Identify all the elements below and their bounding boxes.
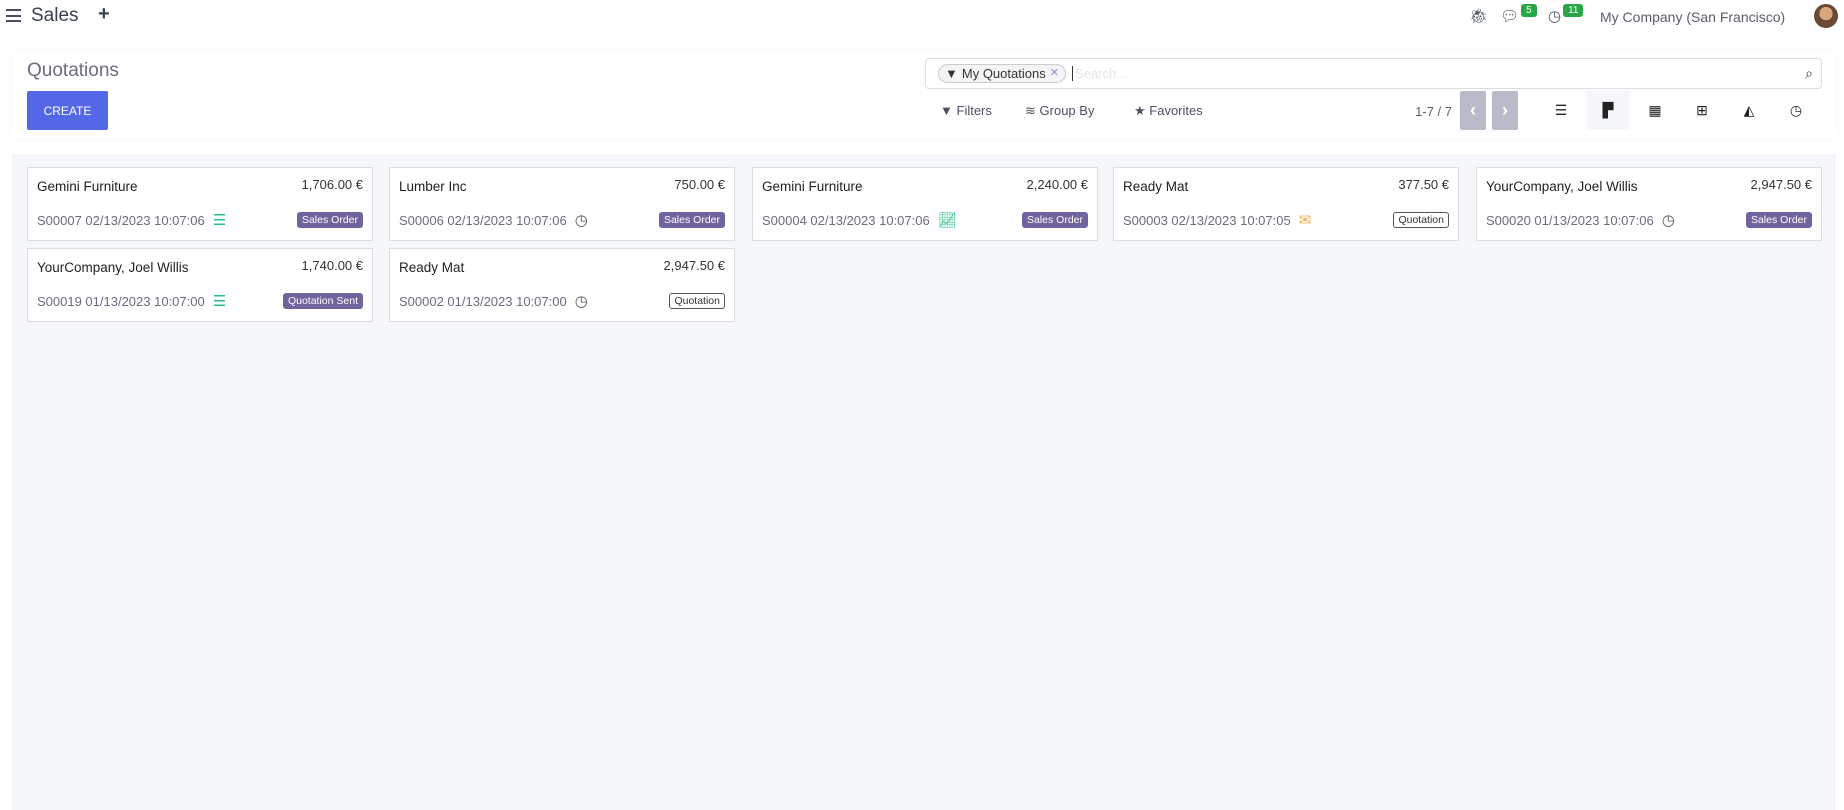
card-header: YourCompany, Joel Willis 2,947.50 € [1486, 177, 1812, 194]
order-reference: S00007 02/13/2023 10:07:06 [37, 212, 205, 228]
kanban-card[interactable]: YourCompany, Joel Willis 2,947.50 € S000… [1476, 167, 1822, 241]
order-reference: S00003 02/13/2023 10:07:05 [1123, 212, 1291, 228]
card-header: Gemini Furniture 1,706.00 € [37, 177, 363, 194]
amount: 2,240.00 € [1026, 177, 1088, 192]
status-badge: Sales Order [1745, 212, 1812, 228]
customer-name: Gemini Furniture [37, 179, 138, 194]
clock-icon[interactable]: ◷ [1661, 212, 1675, 229]
envelope-icon[interactable]: ✉ [1298, 212, 1312, 229]
avatar[interactable] [1814, 4, 1838, 28]
status-badge: Quotation [1393, 212, 1449, 228]
filter-icon: ▼ [940, 103, 953, 118]
order-reference: S00002 01/13/2023 10:07:00 [399, 293, 567, 309]
card-footer: S00007 02/13/2023 10:07:06 ☰ Sales Order [37, 211, 363, 229]
search-icon[interactable]: ⌕ [1805, 65, 1813, 81]
activity-view-icon[interactable]: ◷ [1789, 102, 1803, 118]
pivot-view-icon[interactable]: ⊞ [1696, 102, 1708, 118]
pager-previous-button[interactable]: ‹ [1460, 91, 1486, 130]
customer-name: YourCompany, Joel Willis [37, 260, 189, 275]
status-badge: Quotation [669, 293, 725, 309]
messages-button[interactable]: 💬︎ 5 [1500, 4, 1537, 25]
favorites-label: Favorites [1149, 103, 1203, 118]
order-reference: S00019 01/13/2023 10:07:00 [37, 293, 205, 309]
card-footer: S00006 02/13/2023 10:07:06 ◷ Sales Order [399, 211, 725, 229]
filter-icon: ▼ [945, 66, 958, 81]
kanban-card[interactable]: Lumber Inc 750.00 € S00006 02/13/2023 10… [389, 167, 735, 241]
activities-count: 11 [1563, 4, 1584, 17]
card-footer: S00002 01/13/2023 10:07:00 ◷ Quotation [399, 292, 725, 310]
activities-button[interactable]: ◷ 11 [1548, 4, 1584, 25]
amount: 1,706.00 € [301, 177, 363, 192]
plus-icon[interactable]: + [98, 3, 110, 25]
card-header: Ready Mat 377.50 € [1123, 177, 1449, 194]
status-badge: Quotation Sent [282, 293, 363, 309]
card-header: Lumber Inc 750.00 € [399, 177, 725, 194]
amount: 2,947.50 € [1750, 177, 1812, 192]
card-header: Gemini Furniture 2,240.00 € [762, 177, 1088, 194]
kanban-card[interactable]: Ready Mat 2,947.50 € S00002 01/13/2023 1… [389, 248, 735, 322]
search-facet: ▼ My Quotations ✕ [938, 64, 1066, 83]
create-button[interactable]: CREATE [27, 91, 108, 130]
customer-name: Lumber Inc [399, 179, 467, 194]
customer-name: Ready Mat [399, 260, 465, 275]
company-switcher[interactable]: My Company (San Francisco) [1600, 9, 1786, 25]
kanban-card[interactable]: Ready Mat 377.50 € S00003 02/13/2023 10:… [1113, 167, 1459, 241]
status-badge: Sales Order [1021, 212, 1088, 228]
amount: 1,740.00 € [301, 258, 363, 273]
order-reference: S00020 01/13/2023 10:07:06 [1486, 212, 1654, 228]
card-header: YourCompany, Joel Willis 1,740.00 € [37, 258, 363, 275]
list-icon[interactable]: ☰ [212, 212, 227, 229]
facet-label: My Quotations [961, 66, 1046, 81]
amount: 377.50 € [1398, 177, 1449, 192]
kanban-card[interactable]: Gemini Furniture 2,240.00 € S00004 02/13… [752, 167, 1098, 241]
customer-name: Gemini Furniture [762, 179, 863, 194]
order-reference: S00006 02/13/2023 10:07:06 [399, 212, 567, 228]
graph-view-icon[interactable]: ◭ [1743, 102, 1755, 118]
clock-icon[interactable]: ◷ [574, 212, 588, 229]
star-icon: ★ [1134, 103, 1146, 118]
amount: 2,947.50 € [663, 258, 725, 273]
list-view-icon[interactable]: ☰ [1554, 102, 1568, 118]
chart-line-icon[interactable]: 📈︎ [937, 212, 957, 229]
layers-icon: ≋ [1025, 103, 1036, 118]
favorites-button[interactable]: ★ Favorites [1134, 103, 1203, 119]
app-title[interactable]: Sales [31, 5, 79, 26]
messages-icon: 💬︎ [1500, 8, 1520, 25]
order-reference: S00004 02/13/2023 10:07:06 [762, 212, 930, 228]
customer-name: YourCompany, Joel Willis [1486, 179, 1638, 194]
filters-button[interactable]: ▼ Filters [940, 103, 992, 118]
pager-next-button[interactable]: › [1492, 91, 1518, 130]
card-footer: S00003 02/13/2023 10:07:05 ✉ Quotation [1123, 211, 1449, 229]
pager-value[interactable]: 1-7 / 7 [1415, 104, 1452, 119]
calendar-view-icon[interactable]: ▦ [1648, 102, 1662, 118]
clock-icon[interactable]: ◷ [574, 293, 588, 310]
group-by-button[interactable]: ≋ Group By [1025, 103, 1094, 119]
card-footer: S00004 02/13/2023 10:07:06 📈︎ Sales Orde… [762, 211, 1088, 229]
filters-label: Filters [956, 103, 992, 118]
search-input[interactable] [1071, 66, 1800, 81]
list-icon[interactable]: ☰ [212, 293, 227, 310]
top-navbar [0, 0, 1844, 33]
amount: 750.00 € [674, 177, 725, 192]
search-bar: ▼My Quotations✕ ⌕ [925, 58, 1822, 89]
kanban-card[interactable]: YourCompany, Joel Willis 1,740.00 € S000… [27, 248, 373, 322]
card-footer: S00019 01/13/2023 10:07:00 ☰ Quotation S… [37, 292, 363, 310]
bug-icon[interactable]: 🐞︎ [1469, 8, 1489, 25]
status-badge: Sales Order [296, 212, 363, 228]
card-header: Ready Mat 2,947.50 € [399, 258, 725, 275]
status-badge: Sales Order [658, 212, 725, 228]
customer-name: Ready Mat [1123, 179, 1189, 194]
kanban-view-icon[interactable]: ▛ [1586, 91, 1630, 130]
remove-facet-icon[interactable]: ✕ [1049, 67, 1059, 79]
kanban-card[interactable]: Gemini Furniture 1,706.00 € S00007 02/13… [27, 167, 373, 241]
menu-icon[interactable] [6, 9, 21, 22]
card-footer: S00020 01/13/2023 10:07:06 ◷ Sales Order [1486, 211, 1812, 229]
activities-clock-icon: ◷ [1548, 8, 1562, 25]
messages-count: 5 [1521, 4, 1537, 17]
group-by-label: Group By [1039, 103, 1095, 118]
page-title: Quotations [27, 60, 119, 81]
